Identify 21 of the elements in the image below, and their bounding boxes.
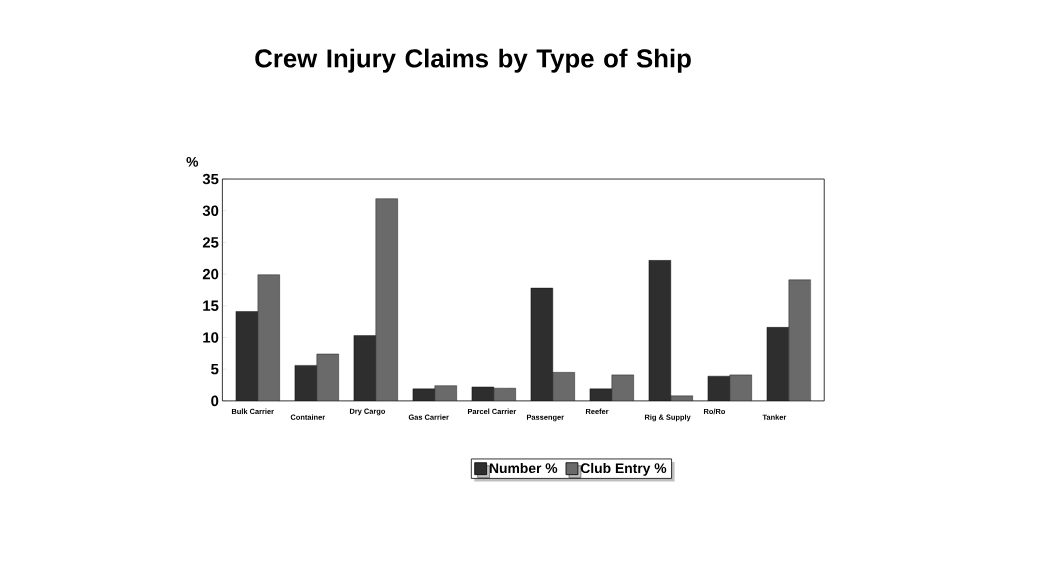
y-axis-title: % bbox=[186, 156, 199, 167]
y-tick-label: 20 bbox=[202, 268, 219, 280]
bar bbox=[552, 372, 575, 401]
y-tick-label: 5 bbox=[211, 364, 219, 375]
y-tick-label: 35 bbox=[202, 173, 219, 185]
y-tick-label: 25 bbox=[202, 237, 219, 248]
bar bbox=[316, 353, 339, 401]
y-tick-label: 15 bbox=[203, 300, 219, 311]
bar bbox=[257, 274, 280, 401]
bar bbox=[235, 311, 258, 401]
chart-title: Crew Injury Claims by Type of Ship bbox=[255, 48, 691, 73]
y-tick-label: 0 bbox=[211, 395, 219, 407]
legend-label: Number % bbox=[489, 462, 558, 474]
bar bbox=[353, 335, 376, 401]
bar bbox=[530, 288, 553, 401]
bar bbox=[788, 279, 811, 401]
bar bbox=[648, 260, 671, 401]
legend-label: Club Entry % bbox=[580, 462, 667, 476]
y-tick-label: 10 bbox=[203, 332, 219, 343]
bar bbox=[375, 198, 398, 401]
y-tick-label: 30 bbox=[202, 205, 219, 217]
